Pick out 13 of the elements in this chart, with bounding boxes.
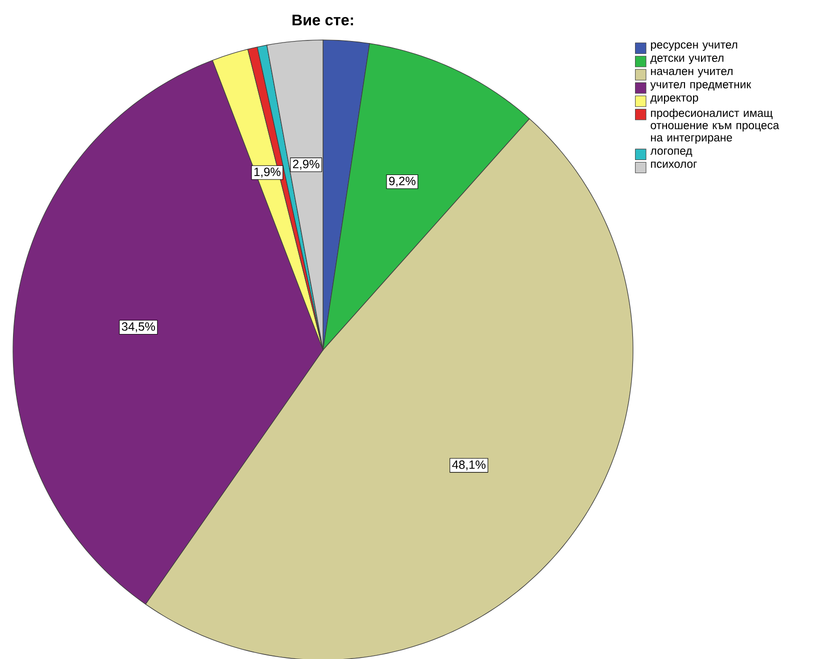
- legend-label: директор: [650, 95, 698, 104]
- data-label: 2,9%: [293, 160, 320, 170]
- legend-label: детски учител: [650, 56, 724, 64]
- legend-label: учител предметник: [650, 82, 752, 91]
- chart-title: Вие сте:: [292, 14, 354, 26]
- legend-label: психолог: [651, 162, 697, 168]
- data-label: 48,1%: [452, 460, 486, 470]
- legend-label: ресурсен учител: [651, 42, 738, 51]
- data-label: 9,2%: [389, 176, 416, 187]
- data-label: 1,9%: [254, 168, 280, 178]
- data-label: 34,5%: [122, 322, 155, 332]
- legend-label: логопед: [650, 148, 692, 157]
- legend-label: начален учител: [651, 68, 732, 78]
